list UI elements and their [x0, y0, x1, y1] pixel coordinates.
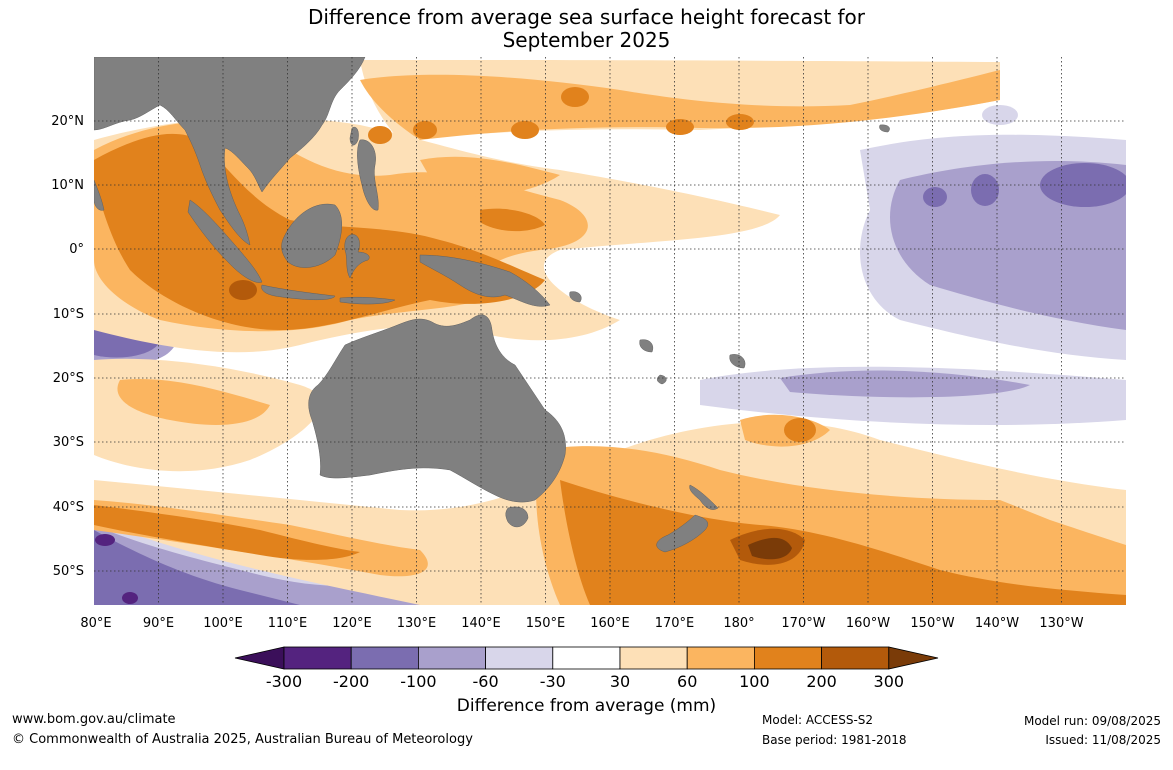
colorbar-tick: -30	[540, 672, 566, 691]
lon-label: 180°	[723, 616, 754, 631]
lon-label: 80°E	[80, 616, 111, 631]
colorbar-tick: -100	[400, 672, 436, 691]
colorbar-tick: -60	[473, 672, 499, 691]
lat-label: 40°S	[53, 500, 84, 515]
lat-label: 10°N	[51, 178, 84, 193]
lat-label: 0°	[69, 242, 84, 257]
model-run-date: Model run: 09/08/2025	[1023, 714, 1161, 728]
lon-label: 130°E	[397, 616, 437, 631]
colorbar-tick: 300	[874, 672, 905, 691]
model-name: Model: ACCESS-S2	[762, 713, 874, 727]
map-title-line-1: Difference from average sea surface heig…	[307, 5, 866, 29]
colorbar-tick: -300	[266, 672, 302, 691]
sea-surface-height-map: 20°N 10°N 0° 10°S 20°S 30°S 40°S 50°S 80…	[51, 57, 1126, 691]
colorbar-segment	[619, 646, 688, 670]
lon-label: 90°E	[143, 616, 174, 631]
colorbar-segment	[686, 646, 755, 670]
lon-label: 110°E	[268, 616, 308, 631]
longitude-labels: 80°E 90°E 100°E 110°E 120°E 130°E 140°E …	[80, 616, 1083, 631]
lat-label: 30°S	[53, 435, 84, 450]
colorbar-high-extension	[888, 646, 939, 670]
lon-label: 160°E	[590, 616, 630, 631]
lat-label: 20°N	[51, 114, 84, 129]
colorbar-segment	[417, 646, 486, 670]
lon-label: 140°E	[461, 616, 501, 631]
colorbar-segment	[552, 646, 621, 670]
colorbar-segment	[754, 646, 823, 670]
lon-label: 170°W	[781, 616, 825, 631]
lat-label: 20°S	[53, 371, 84, 386]
colorbar-tick: 30	[610, 672, 630, 691]
colorbar-segment	[283, 646, 352, 670]
land-masses	[94, 57, 890, 553]
colorbar-tick: 60	[677, 672, 697, 691]
base-period: Base period: 1981-2018	[762, 733, 907, 747]
lon-label: 150°W	[910, 616, 954, 631]
lon-label: 170°E	[655, 616, 695, 631]
latitude-labels: 20°N 10°N 0° 10°S 20°S 30°S 40°S 50°S	[51, 114, 84, 579]
map-title-line-2: September 2025	[502, 28, 671, 52]
lon-label: 120°E	[332, 616, 372, 631]
lon-label: 100°E	[203, 616, 243, 631]
colorbar-title: Difference from average (mm)	[456, 696, 717, 716]
graticule	[94, 57, 1126, 605]
colorbar-tick: -200	[333, 672, 369, 691]
lat-label: 10°S	[53, 307, 84, 322]
lon-label: 140°W	[975, 616, 1019, 631]
colorbar-tick-labels: -300 -200 -100 -60 -30 30 60 100 200 300	[266, 672, 904, 691]
colorbar-tick: 100	[739, 672, 770, 691]
copyright-notice: © Commonwealth of Australia 2025, Austra…	[12, 732, 473, 747]
map-area	[94, 57, 1126, 605]
issued-date: Issued: 11/08/2025	[1045, 733, 1161, 747]
lat-label: 50°S	[53, 564, 84, 579]
colorbar-segment	[485, 646, 554, 670]
bom-url: www.bom.gov.au/climate	[12, 712, 176, 727]
lon-label: 160°W	[846, 616, 890, 631]
colorbar-low-extension	[234, 646, 285, 670]
lon-label: 150°E	[526, 616, 566, 631]
lon-label: 130°W	[1039, 616, 1083, 631]
colorbar-segment	[821, 646, 890, 670]
colorbar-segment	[350, 646, 419, 670]
colorbar-tick: 200	[806, 672, 837, 691]
colorbar	[234, 646, 939, 670]
